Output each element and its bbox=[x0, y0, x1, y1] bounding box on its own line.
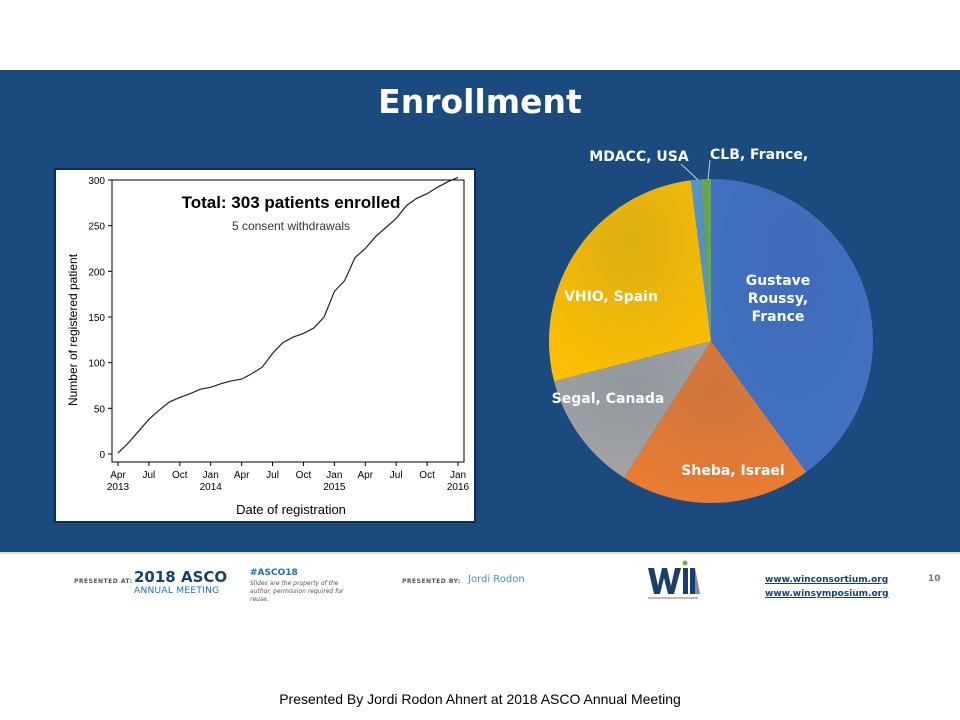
line-chart-subtitle: 5 consent withdrawals bbox=[232, 219, 350, 233]
copyright-note: Slides are the property of the author, p… bbox=[250, 580, 344, 603]
x-tick-label: Jan bbox=[450, 470, 466, 481]
y-tick-label: 100 bbox=[88, 359, 105, 370]
pie-slice-mdacc-usa bbox=[690, 179, 711, 341]
x-tick-year-label: 2015 bbox=[323, 482, 346, 493]
pie-slice-segal-canada bbox=[554, 341, 711, 478]
pie-label-clb: CLB, France, bbox=[710, 147, 809, 163]
x-tick-label: Apr bbox=[357, 470, 373, 481]
x-tick-label: Oct bbox=[419, 470, 435, 481]
slide-title: Enrollment bbox=[378, 82, 582, 121]
y-axis-label: Number of registered patient bbox=[66, 253, 80, 406]
pie-leader-line-mdacc bbox=[680, 163, 699, 181]
x-tick-label: Jul bbox=[266, 470, 279, 481]
y-tick-label: 0 bbox=[99, 450, 105, 461]
x-tick-year-label: 2013 bbox=[107, 482, 130, 493]
y-tick-label: 250 bbox=[88, 222, 105, 233]
page-number: 10 bbox=[928, 574, 941, 584]
site-enrollment-pie-chart: Gustave Roussy, France Sheba, Israel Seg… bbox=[540, 140, 900, 510]
pie-label-sheba: Sheba, Israel bbox=[681, 463, 785, 479]
line-chart-svg: Total: 303 patients enrolled 5 consent w… bbox=[66, 176, 470, 517]
x-tick-year-label: 2016 bbox=[447, 482, 470, 493]
x-tick-label: Oct bbox=[296, 470, 312, 481]
presented-by-label: PRESENTED BY: bbox=[402, 578, 461, 585]
x-tick-label: Oct bbox=[172, 470, 188, 481]
pie-label-gustave-roussy: Gustave Roussy, France bbox=[745, 273, 811, 325]
hashtag: #ASCO18 bbox=[250, 568, 298, 578]
winconsortium-link[interactable]: www.winconsortium.org bbox=[765, 575, 889, 585]
pie-slice-sheba-israel bbox=[624, 341, 807, 503]
slide-footer: PRESENTED AT: 2018 ASCO ANNUAL MEETING #… bbox=[0, 556, 960, 616]
x-tick-label: Jan bbox=[326, 470, 342, 481]
line-chart-title: Total: 303 patients enrolled bbox=[182, 193, 401, 212]
plot-frame bbox=[111, 179, 465, 463]
enrollment-line-chart: Total: 303 patients enrolled 5 consent w… bbox=[54, 168, 476, 523]
x-tick-label: Jan bbox=[203, 470, 219, 481]
y-tick-label: 200 bbox=[88, 267, 105, 278]
pie-label-segal: Segal, Canada bbox=[551, 391, 665, 407]
x-axis-label: Date of registration bbox=[236, 502, 346, 517]
winsymposium-link[interactable]: www.winsymposium.org bbox=[765, 589, 889, 599]
y-tick-label: 50 bbox=[94, 404, 106, 415]
band-divider bbox=[0, 552, 960, 554]
asco-logo-text: 2018 ASCO bbox=[134, 568, 228, 586]
win-logo-icon bbox=[648, 560, 700, 599]
y-tick-label: 150 bbox=[88, 313, 105, 324]
presenter-name: Jordi Rodon bbox=[468, 574, 525, 585]
asco-logo-subtext: ANNUAL MEETING bbox=[134, 586, 220, 596]
x-tick-label: Apr bbox=[110, 470, 126, 481]
pie-slice-vhio-spain bbox=[549, 180, 711, 382]
pie-label-mdacc: MDACC, USA bbox=[589, 149, 689, 165]
pie-slice-gustave-roussy-france bbox=[711, 179, 873, 473]
x-tick-label: Jul bbox=[390, 470, 403, 481]
x-tick-label: Apr bbox=[234, 470, 250, 481]
enrollment-series-line bbox=[117, 176, 459, 454]
pie-leader-line-clb bbox=[707, 159, 711, 181]
pie-label-vhio: VHIO, Spain bbox=[564, 289, 658, 305]
y-tick-label: 300 bbox=[88, 176, 105, 187]
pie-slice-clb-france bbox=[700, 179, 711, 341]
presentation-caption: Presented By Jordi Rodon Ahnert at 2018 … bbox=[279, 691, 681, 707]
presented-at-label: PRESENTED AT: bbox=[74, 578, 133, 585]
x-tick-label: Jul bbox=[143, 470, 156, 481]
pie-chart-svg bbox=[549, 159, 873, 503]
x-tick-year-label: 2014 bbox=[200, 482, 223, 493]
